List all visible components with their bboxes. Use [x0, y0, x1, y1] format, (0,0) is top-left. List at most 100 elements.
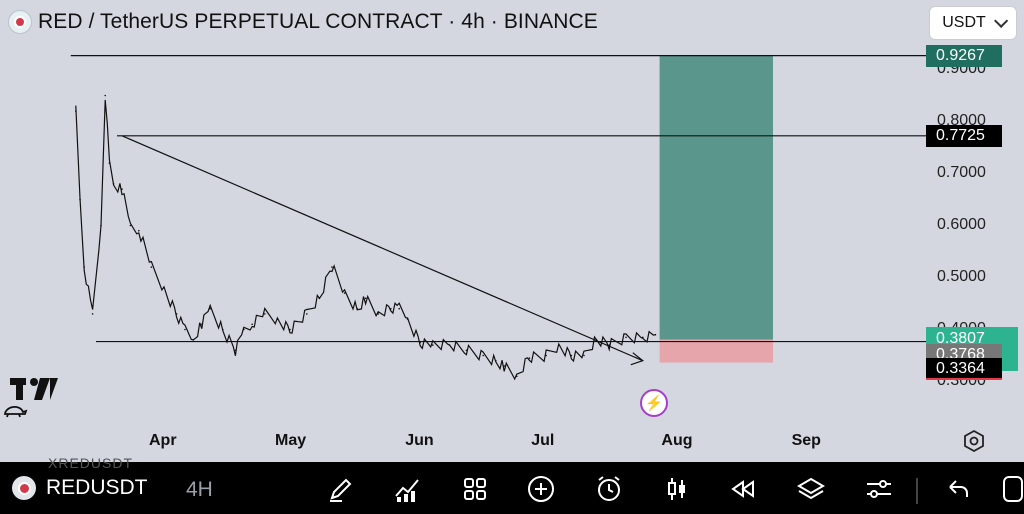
turtle-icon — [3, 406, 28, 418]
price-point — [121, 188, 123, 190]
price-point — [108, 162, 111, 164]
price-point — [234, 349, 237, 352]
ghost-symbol-text: XREDUSDT — [48, 455, 134, 471]
price-point — [175, 313, 178, 315]
chart-title: RED / TetherUS PERPETUAL CONTRACT · 4h ·… — [38, 10, 598, 33]
price-line — [75, 99, 656, 381]
price-point — [398, 307, 401, 310]
price-point — [516, 375, 518, 378]
price-chart[interactable] — [0, 0, 1024, 462]
price-point — [276, 318, 279, 320]
hexagon-settings-icon[interactable] — [962, 429, 986, 453]
price-point — [654, 333, 657, 336]
price-point — [138, 229, 140, 232]
stop-zone[interactable] — [659, 339, 773, 363]
price-point — [364, 297, 367, 300]
price-point — [306, 313, 308, 315]
profit-zone[interactable] — [659, 55, 773, 340]
price-point — [377, 313, 380, 315]
price-point — [83, 266, 85, 268]
price-label-value: 0.9267 — [936, 46, 985, 64]
price-point — [625, 336, 627, 339]
price-point — [495, 359, 497, 362]
replay-icon[interactable] — [728, 474, 758, 504]
layers-icon[interactable] — [796, 474, 826, 504]
price-point — [318, 297, 321, 300]
price-point — [448, 344, 451, 346]
symbol-selector[interactable]: REDUSDT — [12, 476, 148, 500]
x-tick-label: Aug — [661, 432, 693, 449]
price-point — [91, 313, 94, 315]
price-point — [79, 198, 81, 201]
price-point — [289, 328, 291, 331]
price-point — [642, 336, 644, 339]
price-point — [558, 344, 560, 346]
bottom-toolbar — [0, 462, 1024, 514]
price-point — [583, 354, 585, 357]
price-point — [201, 323, 203, 326]
interval-button[interactable]: 4H — [186, 478, 213, 501]
chart-header: RED / TetherUS PERPETUAL CONTRACT · 4h ·… — [8, 10, 598, 34]
price-label-value: 0.3364 — [936, 359, 985, 377]
price-point — [570, 354, 573, 357]
price-point — [243, 328, 245, 331]
price-point — [75, 110, 77, 112]
red-token-logo — [8, 10, 32, 34]
price-point — [150, 266, 153, 268]
symbol-label: REDUSDT — [46, 476, 148, 499]
menu-edge-icon[interactable] — [996, 474, 1024, 504]
candles-icon[interactable] — [662, 474, 692, 504]
price-point — [356, 307, 359, 310]
x-tick-label: May — [275, 432, 307, 449]
price-point — [390, 307, 392, 310]
price-point — [222, 328, 224, 331]
price-point — [112, 183, 115, 185]
price-point — [528, 357, 531, 359]
y-tick-label: 0.8000 — [937, 111, 986, 129]
alert-clock-icon[interactable] — [594, 474, 624, 504]
price-point — [209, 307, 211, 310]
price-label-value: 0.3807 — [936, 329, 985, 347]
price-label-value: 0.7725 — [936, 126, 985, 144]
tradingview-logo — [10, 376, 60, 409]
price-point — [100, 224, 102, 227]
price-point — [129, 224, 132, 227]
currency-select[interactable]: USDT — [929, 6, 1017, 40]
price-point — [343, 292, 346, 294]
add-icon[interactable] — [526, 474, 556, 504]
red-token-logo-small — [12, 476, 36, 500]
price-point — [192, 339, 195, 341]
price-label: 0.3364 — [926, 357, 1002, 380]
x-tick-label: Jul — [531, 432, 555, 449]
y-tick-label: 0.5000 — [937, 267, 986, 285]
undo-icon[interactable] — [942, 474, 972, 504]
price-point — [545, 354, 547, 357]
price-point — [465, 349, 468, 352]
grid-icon[interactable] — [460, 474, 490, 504]
pencil-icon[interactable] — [326, 474, 356, 504]
price-point — [482, 354, 485, 357]
price-point — [104, 94, 106, 97]
toolbar-separator — [916, 478, 918, 504]
currency-label: USDT — [942, 14, 986, 31]
price-label: 0.7725 — [926, 124, 1002, 147]
x-tick-label: Sep — [791, 432, 821, 449]
price-point — [184, 328, 186, 331]
price-point — [331, 266, 333, 268]
price-point — [251, 323, 253, 326]
y-tick-label: 0.6000 — [937, 215, 986, 233]
trend-line-arrowhead — [630, 352, 645, 366]
indicators-icon[interactable] — [392, 474, 422, 504]
price-label: 0.9267 — [926, 44, 1002, 67]
lightning-icon[interactable]: ⚡ — [640, 389, 668, 417]
x-tick-label: Apr — [149, 432, 177, 449]
x-tick-label: Jun — [405, 432, 434, 449]
price-point — [432, 344, 434, 346]
y-tick-label: 0.7000 — [937, 163, 986, 181]
price-point — [264, 313, 266, 315]
price-point — [163, 287, 165, 289]
price-point — [406, 318, 409, 320]
price-point — [503, 365, 506, 367]
trend-line[interactable] — [121, 135, 644, 362]
settings-sliders-icon[interactable] — [864, 474, 894, 504]
